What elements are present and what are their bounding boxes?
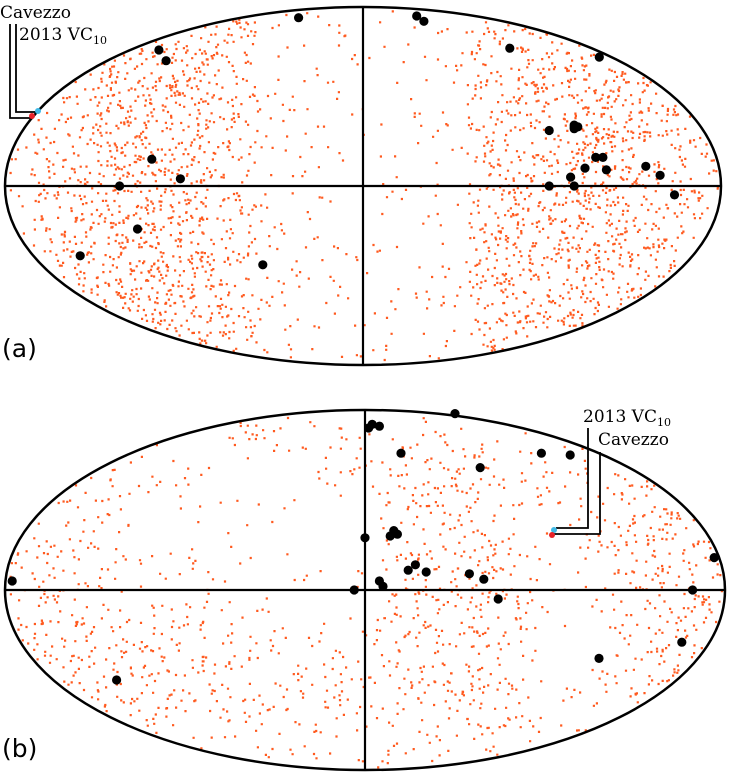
highlight-point — [450, 409, 460, 419]
panel-b-highlight-points — [7, 409, 719, 685]
highlight-point — [601, 165, 612, 175]
panel-b-vc10-label: 2013 VC10 — [583, 407, 671, 429]
highlight-point — [566, 172, 576, 182]
highlight-point — [161, 56, 171, 66]
panel-b: 2013 VC10 Cavezzo (b) — [2, 407, 727, 772]
highlight-point — [464, 569, 474, 579]
highlight-point — [147, 154, 157, 164]
panel-a-highlight-points — [75, 11, 680, 270]
panel-a-vc10-label: 2013 VC10 — [19, 25, 107, 47]
panel-a-label: (a) — [2, 334, 37, 363]
panel-b-label: (b) — [2, 734, 37, 763]
panel-b-cavezzo-label: Cavezzo — [598, 430, 669, 450]
highlight-point — [505, 43, 515, 53]
highlight-point — [378, 581, 388, 592]
highlight-point — [374, 421, 384, 431]
highlight-point — [412, 11, 422, 21]
highlight-point — [565, 450, 575, 460]
highlight-point — [154, 45, 164, 55]
panel-a: Cavezzo 2013 VC10 (a) — [0, 3, 723, 367]
panel-a-cavezzo-leader — [9, 24, 32, 119]
panel-b-vc10-leader — [556, 428, 589, 529]
highlight-point — [641, 161, 651, 171]
highlight-point — [594, 653, 604, 664]
highlight-point — [364, 423, 374, 433]
highlight-point — [655, 170, 665, 180]
highlight-point — [580, 163, 590, 173]
highlight-point — [688, 585, 698, 595]
highlight-point — [479, 574, 489, 584]
highlight-point — [294, 13, 304, 23]
panel-b-vc10-point — [551, 527, 557, 533]
highlight-point — [421, 567, 431, 577]
panel-a-cavezzo-point — [29, 113, 35, 119]
highlight-point — [669, 190, 680, 200]
highlight-point — [598, 152, 608, 162]
highlight-point — [591, 152, 601, 162]
highlight-point — [132, 224, 143, 234]
highlight-point — [349, 585, 359, 595]
highlight-point — [419, 16, 429, 26]
highlight-point — [544, 181, 554, 191]
highlight-point — [112, 675, 122, 685]
highlight-point — [396, 448, 406, 458]
highlight-point — [544, 125, 554, 136]
highlight-point — [536, 448, 547, 458]
panel-a-vc10-point — [35, 108, 41, 114]
highlight-point — [573, 122, 583, 132]
highlight-point — [403, 565, 413, 575]
highlight-point — [594, 52, 604, 62]
highlight-point — [258, 260, 268, 270]
highlight-point — [360, 533, 370, 543]
highlight-point — [677, 637, 687, 647]
highlight-point — [475, 463, 485, 473]
highlight-point — [115, 181, 125, 191]
highlight-point — [709, 553, 719, 563]
highlight-point — [175, 174, 185, 184]
highlight-point — [385, 531, 395, 541]
panel-a-vc10-leader — [15, 24, 38, 113]
highlight-point — [392, 529, 402, 539]
background-point-cloud — [9, 416, 723, 769]
highlight-point — [7, 576, 17, 586]
panel-b-cavezzo-leader — [554, 452, 601, 535]
highlight-point — [569, 181, 579, 191]
panel-b-background-points — [9, 416, 723, 769]
highlight-point — [493, 594, 503, 604]
highlight-point — [75, 251, 85, 261]
highlight-point — [410, 560, 420, 570]
panel-b-cavezzo-point — [549, 532, 555, 538]
panel-a-cavezzo-label: Cavezzo — [0, 3, 71, 23]
